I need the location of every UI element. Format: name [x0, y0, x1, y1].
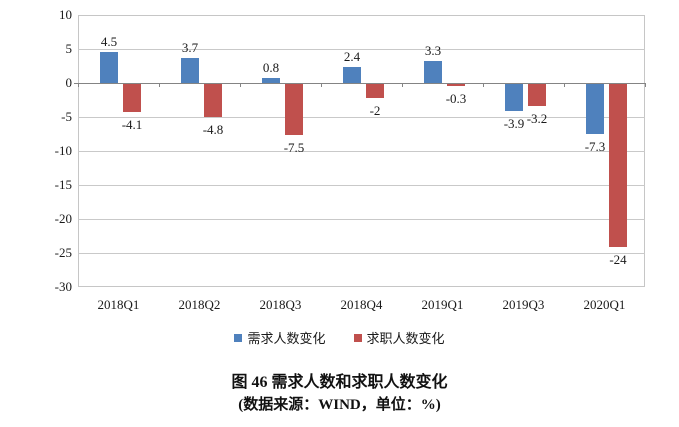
data-label: 3.3	[424, 43, 442, 58]
demand-bar	[505, 84, 523, 111]
x-axis-category-label: 2018Q2	[178, 297, 221, 312]
data-label: -7.3	[584, 139, 606, 154]
jobseeker-bar	[366, 84, 384, 98]
data-label: 2.4	[343, 49, 361, 64]
x-axis-tick	[564, 83, 565, 87]
y-axis-tick-label: -5	[61, 109, 72, 124]
y-gridline	[78, 117, 645, 118]
x-axis-tick	[240, 83, 241, 87]
demand-bar	[262, 78, 280, 83]
data-label: 0.8	[262, 60, 280, 75]
jobseeker-bar	[285, 84, 303, 135]
jobseeker-bar	[204, 84, 222, 117]
y-axis-tick-label: 5	[65, 41, 73, 56]
y-axis-tick-label: 10	[59, 7, 72, 22]
x-axis-tick	[321, 83, 322, 87]
x-axis-tick	[159, 83, 160, 87]
demand-bar	[424, 61, 442, 83]
legend-item: 需求人数变化	[234, 330, 326, 346]
y-axis-tick-label: -20	[54, 211, 72, 226]
legend-swatch-icon	[234, 334, 243, 342]
data-label: -3.9	[503, 116, 525, 131]
jobseeker-bar	[609, 84, 627, 247]
jobseeker-bar	[447, 84, 465, 86]
demand-bar	[181, 58, 199, 83]
x-axis-category-label: 2018Q1	[97, 297, 140, 312]
x-axis-category-label: 2020Q1	[583, 297, 626, 312]
data-label: -24	[609, 252, 627, 267]
data-label: -4.8	[202, 122, 224, 137]
x-axis-line	[74, 83, 645, 84]
legend-label: 求职人数变化	[366, 330, 445, 346]
y-axis-tick-label: -10	[54, 143, 72, 158]
x-axis-category-label: 2018Q3	[259, 297, 302, 312]
figure-caption-title: 图 46 需求人数和求职人数变化	[231, 374, 448, 391]
jobseeker-bar	[528, 84, 546, 106]
x-axis-tick	[402, 83, 403, 87]
x-axis-tick	[483, 83, 484, 87]
jobseeker-bar	[123, 84, 141, 112]
data-label: -7.5	[283, 140, 305, 155]
y-axis-tick-label: 0	[65, 75, 73, 90]
demand-bar	[343, 67, 361, 83]
data-label: -3.2	[526, 111, 548, 126]
y-axis-tick-label: -15	[54, 177, 72, 192]
y-axis-tick-label: -30	[54, 279, 72, 294]
y-gridline	[78, 151, 645, 152]
data-label: 4.5	[100, 34, 118, 49]
demand-bar	[586, 84, 604, 134]
data-label: -0.3	[445, 91, 467, 106]
y-gridline	[78, 253, 645, 254]
y-gridline	[78, 49, 645, 50]
legend-item: 求职人数变化	[353, 330, 445, 346]
y-gridline	[78, 185, 645, 186]
chart-legend: 需求人数变化 求职人数变化	[0, 330, 679, 346]
x-axis-tick	[645, 83, 646, 87]
data-label: 3.7	[181, 40, 199, 55]
data-label: -4.1	[121, 117, 143, 132]
legend-swatch-icon	[353, 334, 362, 342]
demand-bar	[100, 52, 118, 83]
legend-label: 需求人数变化	[247, 330, 326, 346]
y-axis-tick-label: -25	[54, 245, 72, 260]
figure-caption-source: (数据来源：WIND，单位：%)	[238, 397, 441, 413]
x-axis-category-label: 2019Q1	[421, 297, 464, 312]
x-axis-tick	[78, 83, 79, 87]
data-label: -2	[369, 103, 381, 118]
x-axis-category-label: 2019Q3	[502, 297, 545, 312]
y-gridline	[78, 219, 645, 220]
x-axis-category-label: 2018Q4	[340, 297, 383, 312]
